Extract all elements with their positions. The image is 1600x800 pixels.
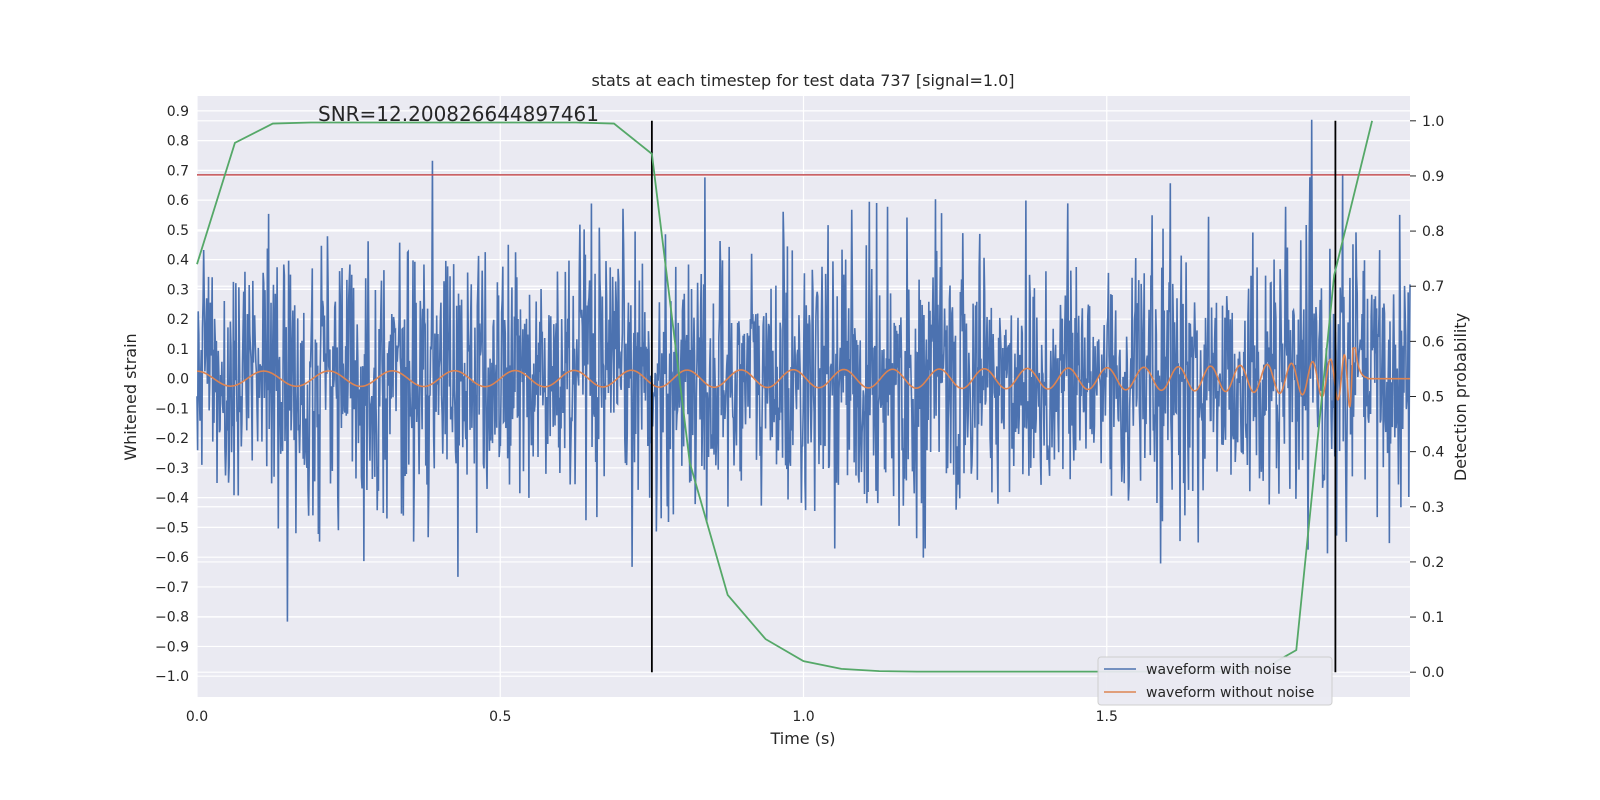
y-axis-label: Whitened strain — [121, 333, 140, 460]
y2-tick-label: 0.8 — [1422, 224, 1444, 240]
x-tick-label: 1.0 — [792, 709, 814, 725]
legend: waveform with noise waveform without noi… — [1097, 656, 1333, 706]
y-tick-label: 0.7 — [167, 163, 189, 179]
y-tick-label: −0.8 — [155, 610, 189, 626]
y-tick-label: −0.7 — [155, 580, 189, 596]
y-axis-right: 1.0 0.9 0.8 0.7 0.6 0.5 0.4 0.3 0.2 0.1 0.0 — [1410, 114, 1444, 681]
y-tick-label: −0.9 — [155, 639, 189, 655]
y-tick-label: 0.4 — [167, 253, 189, 269]
y-axis-left: 0.9 0.8 0.7 0.6 0.5 0.4 0.3 0.2 0.1 0.0 −0.1 −0.2 −0… — [155, 104, 189, 685]
y-tick-label: −0.3 — [155, 461, 189, 477]
legend-label-clean: waveform without noise — [1146, 685, 1314, 701]
y-tick-label: −0.5 — [155, 520, 189, 536]
y-tick-label: −1.0 — [155, 669, 189, 685]
y-tick-label: −0.6 — [155, 550, 189, 566]
y-tick-label: −0.1 — [155, 401, 189, 417]
y2-tick-label: 0.0 — [1422, 665, 1444, 681]
snr-annotation: SNR=12.200826644897461 — [318, 102, 599, 126]
legend-label-noise: waveform with noise — [1146, 662, 1291, 678]
y-tick-label: 0.0 — [167, 372, 189, 388]
y2-tick-label: 0.9 — [1422, 169, 1444, 185]
y-tick-label: 0.1 — [167, 342, 189, 358]
y2-tick-label: 0.2 — [1422, 555, 1444, 571]
y2-tick-label: 0.7 — [1422, 279, 1444, 295]
y-tick-label: 0.8 — [167, 134, 189, 150]
y-tick-label: 0.9 — [167, 104, 189, 120]
y-tick-label: 0.3 — [167, 282, 189, 298]
x-tick-label: 1.5 — [1096, 709, 1118, 725]
x-tick-label: 0.0 — [186, 709, 208, 725]
y2-tick-label: 0.5 — [1422, 390, 1444, 406]
series-line-waveform-without-noise — [197, 347, 1410, 409]
y2-tick-label: 0.1 — [1422, 610, 1444, 626]
x-tick-label: 0.5 — [489, 709, 511, 725]
y2-tick-label: 0.3 — [1422, 500, 1444, 516]
x-axis: 0.0 0.5 1.0 1.5 — [186, 709, 1118, 725]
y2-tick-label: 1.0 — [1422, 114, 1444, 130]
y2-tick-label: 0.6 — [1422, 334, 1444, 350]
y-tick-label: −0.4 — [155, 491, 189, 507]
y2-axis-label: Detection probability — [1451, 313, 1470, 481]
y-tick-label: 0.6 — [167, 193, 189, 209]
legend-box — [1097, 656, 1333, 706]
x-axis-label: Time (s) — [769, 729, 835, 748]
y-tick-label: 0.5 — [167, 223, 189, 239]
y2-tick-label: 0.4 — [1422, 445, 1444, 461]
y-tick-label: −0.2 — [155, 431, 189, 447]
y-tick-label: 0.2 — [167, 312, 189, 328]
chart-title: stats at each timestep for test data 737… — [591, 71, 1014, 90]
